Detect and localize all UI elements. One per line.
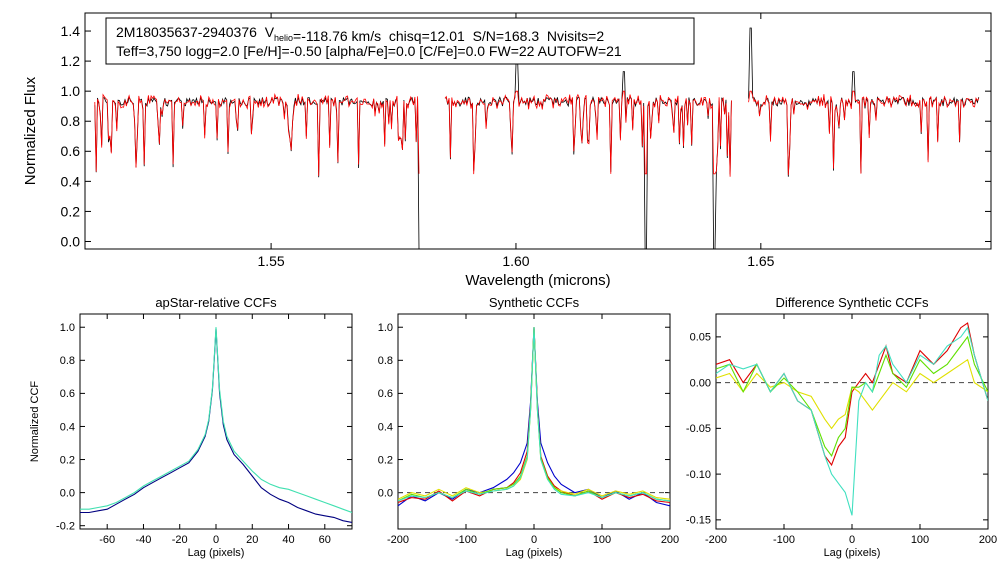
chart-title: apStar-relative CCFs <box>155 295 277 310</box>
apstar-ccf-panel: -60 -40 -20 0 20 40 60 -0.2 0.0 0.2 0.4 0.6 0.8 1.0 ap… <box>29 295 353 559</box>
y-tick-label: 0.0 <box>61 233 81 249</box>
x-tick-label: 0 <box>849 534 855 546</box>
x-tick-label: -20 <box>172 534 188 546</box>
y-tick-label: 0.0 <box>60 487 75 499</box>
y-tick-label: 0.8 <box>61 113 81 129</box>
x-tick-label: 40 <box>282 534 294 546</box>
x-tick-label: -200 <box>387 534 409 546</box>
x-tick-label: -40 <box>136 534 152 546</box>
x-tick-label: 200 <box>661 534 679 546</box>
x-tick-label: 200 <box>979 534 997 546</box>
series-line-diff-cyan <box>716 326 988 516</box>
annotation-line-1: 2M18035637-2940376 Vhelio=-118.76 km/s c… <box>116 24 604 44</box>
annotation-vhelio-subscript: helio <box>274 33 293 43</box>
difference-ccf-panel: -200 -100 0 100 200 -0.15 -0.10 -0.05 0.00 0.05 Di… <box>686 295 997 559</box>
x-tick-label: 1.65 <box>747 253 774 269</box>
series-line-ccf-2 <box>80 327 352 514</box>
series-line-diff-green <box>716 335 988 457</box>
y-tick-label: 0.8 <box>378 355 393 367</box>
x-axis-label: Wavelength (microns) <box>465 272 610 289</box>
annotation-object-id: 2M18035637-2940376 <box>116 24 257 40</box>
x-tick-label: -200 <box>705 534 727 546</box>
y-tick-label: -0.15 <box>686 515 711 527</box>
annotation-frame <box>105 17 695 65</box>
y-axis-label: Normalized CCF <box>29 381 41 463</box>
y-tick-label: 1.4 <box>61 23 81 39</box>
y-tick-label: 1.0 <box>60 322 75 334</box>
x-tick-label: 100 <box>593 534 611 546</box>
annotation-box: 2M18035637-2940376 Vhelio=-118.76 km/s c… <box>105 17 695 65</box>
y-tick-label: 0.6 <box>60 388 75 400</box>
y-tick-label: 0.2 <box>378 454 393 466</box>
y-tick-label: 0.0 <box>378 487 393 499</box>
annotation-snr: S/N=168.3 <box>473 28 540 44</box>
y-tick-label: 0.6 <box>378 388 393 400</box>
y-tick-label: 1.0 <box>378 322 393 334</box>
series-line-ccf-cyan <box>398 327 670 502</box>
x-tick-label: 1.60 <box>502 253 529 269</box>
model-spectrum-line <box>748 90 980 176</box>
annotation-chisq: chisq=12.01 <box>389 28 465 44</box>
y-tick-label: 0.05 <box>690 332 711 344</box>
chart-title: Synthetic CCFs <box>489 295 580 310</box>
x-tick-label: -100 <box>773 534 795 546</box>
x-tick-label: 100 <box>911 534 929 546</box>
synthetic-ccf-panel: -200 -100 0 100 200 0.0 0.2 0.4 0.6 0.8 1.0 Synthet… <box>378 295 679 559</box>
x-tick-label: 20 <box>246 534 258 546</box>
x-tick-label: -100 <box>455 534 477 546</box>
y-tick-label: -0.2 <box>56 521 75 533</box>
chart-title: Difference Synthetic CCFs <box>776 295 929 310</box>
y-tick-label: 0.4 <box>378 421 393 433</box>
y-tick-label: 0.8 <box>60 355 75 367</box>
x-tick-label: 0 <box>531 534 537 546</box>
x-axis-label: Lag (pixels) <box>824 547 881 559</box>
y-tick-label: 0.4 <box>61 173 81 189</box>
model-spectrum-line <box>94 92 420 176</box>
y-axis-label: Normalized Flux <box>22 76 39 185</box>
x-axis-label: Lag (pixels) <box>188 547 245 559</box>
y-tick-label: -0.05 <box>686 423 711 435</box>
model-spectrum-line <box>444 90 732 177</box>
x-axis-label: Lag (pixels) <box>506 547 563 559</box>
x-tick-label: 1.55 <box>257 253 284 269</box>
annotation-vhelio-value: =-118.76 km/s <box>293 28 381 44</box>
y-tick-label: 0.2 <box>61 203 81 219</box>
plot-frame <box>84 12 992 250</box>
y-tick-label: -0.10 <box>686 469 711 481</box>
y-tick-label: 0.2 <box>60 454 75 466</box>
annotation-vhelio-label: V <box>265 24 275 40</box>
y-tick-label: 0.6 <box>61 143 81 159</box>
y-tick-label: 1.0 <box>61 83 81 99</box>
y-tick-label: 0.4 <box>60 421 75 433</box>
y-tick-label: 1.2 <box>61 53 81 69</box>
spectrum-panel: 1.55 1.60 1.65 0.0 0.2 0.4 0.6 0.8 1.0 1.2 1.4 Wave… <box>22 12 992 289</box>
x-tick-label: -60 <box>99 534 115 546</box>
annotation-nvisits: Nvisits=2 <box>547 28 604 44</box>
x-tick-label: 0 <box>213 534 219 546</box>
annotation-line-2: Teff=3,750 logg=2.0 [Fe/H]=-0.50 [alpha/… <box>116 43 622 59</box>
y-tick-label: 0.00 <box>690 377 711 389</box>
x-tick-label: 60 <box>319 534 331 546</box>
